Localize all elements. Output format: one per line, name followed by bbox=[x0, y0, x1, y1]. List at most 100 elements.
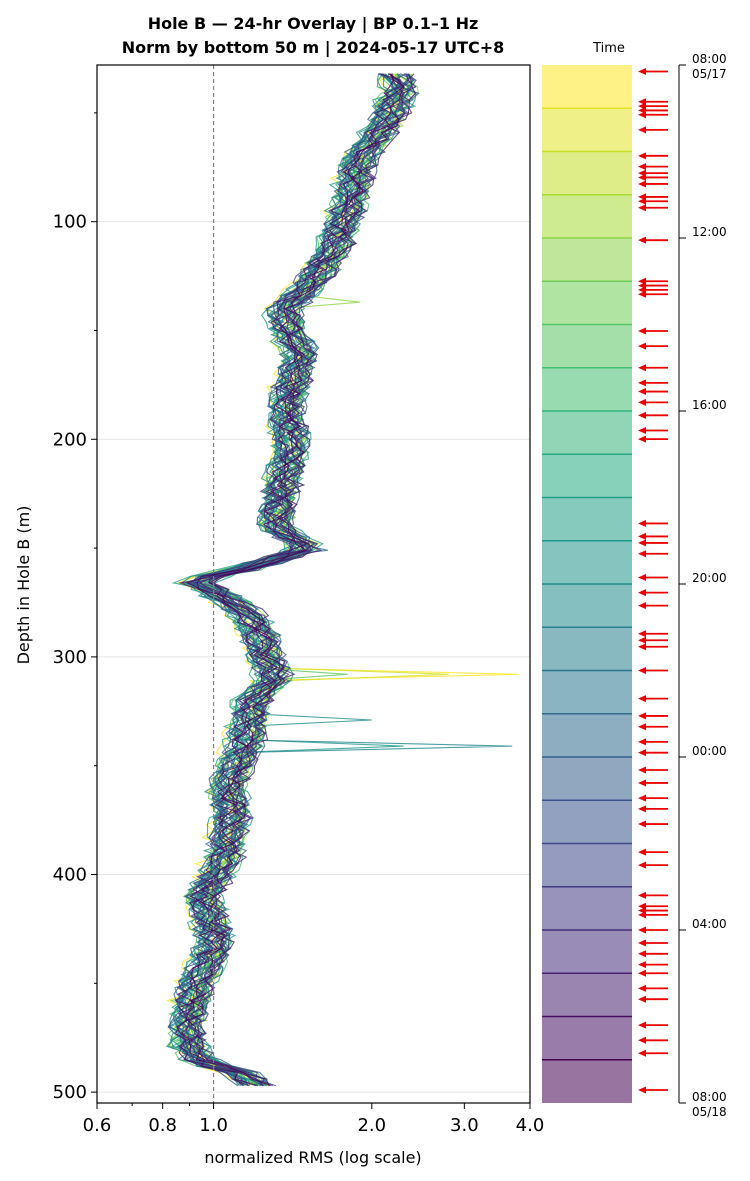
arrow-head bbox=[638, 426, 646, 434]
arrow-head bbox=[638, 1036, 646, 1044]
arrow-head bbox=[638, 805, 646, 813]
series-line bbox=[176, 73, 405, 1087]
arrow-head bbox=[638, 712, 646, 720]
colorbar-tick-label: 16:00 bbox=[692, 398, 727, 412]
arrow-head bbox=[638, 1049, 646, 1057]
chart-title-line2: Norm by bottom 50 m | 2024-05-17 UTC+8 bbox=[122, 38, 505, 58]
arrow-head bbox=[638, 163, 646, 171]
colorbar-band bbox=[542, 973, 632, 1017]
x-axis-label: normalized RMS (log scale) bbox=[204, 1148, 421, 1167]
arrow-head bbox=[638, 891, 646, 899]
colorbar-band bbox=[542, 65, 632, 109]
series-line bbox=[188, 73, 416, 1086]
arrow-head bbox=[638, 236, 646, 244]
arrow-head bbox=[638, 695, 646, 703]
colorbar-band bbox=[542, 584, 632, 628]
arrow-head bbox=[638, 197, 646, 205]
arrow-head bbox=[638, 643, 646, 651]
colorbar-tick-line: 12:00 bbox=[692, 225, 727, 239]
series-line bbox=[189, 73, 417, 1086]
colorbar-band bbox=[542, 670, 632, 714]
arrow-head bbox=[638, 723, 646, 731]
colorbar-tick-line: 05/17 bbox=[692, 67, 727, 81]
arrow-head bbox=[638, 180, 646, 188]
arrow-head bbox=[638, 342, 646, 350]
arrow-head bbox=[638, 602, 646, 610]
arrow-head bbox=[638, 848, 646, 856]
arrow-head bbox=[638, 738, 646, 746]
arrow-head bbox=[638, 766, 646, 774]
arrow-head bbox=[638, 173, 646, 181]
series-lines bbox=[165, 73, 519, 1087]
colorbar-axis: 08:00 05/1712:0016:0020:0000:0004:0008:00… bbox=[678, 52, 727, 1119]
colorbar-band bbox=[542, 497, 632, 541]
y-tick-label: 300 bbox=[53, 647, 87, 668]
arrow-head bbox=[638, 961, 646, 969]
colorbar-tick-line: 00:00 bbox=[692, 744, 727, 758]
colorbar-tick-label: 04:00 bbox=[692, 917, 727, 931]
arrow-head bbox=[638, 794, 646, 802]
arrow-head bbox=[638, 749, 646, 757]
y-tick-label: 200 bbox=[53, 429, 87, 450]
arrow-head bbox=[638, 532, 646, 540]
arrow-head bbox=[638, 630, 646, 638]
arrow-head bbox=[638, 364, 646, 372]
arrow-head bbox=[638, 820, 646, 828]
colorbar-tick-line: 08:00 bbox=[692, 1090, 727, 1104]
arrow-head bbox=[638, 779, 646, 787]
colorbar-band bbox=[542, 1016, 632, 1060]
colorbar-band bbox=[542, 930, 632, 974]
colorbar-band bbox=[542, 151, 632, 195]
x-tick-label: 0.6 bbox=[83, 1115, 112, 1136]
x-tick-label: 2.0 bbox=[357, 1115, 386, 1136]
colorbar-band bbox=[542, 324, 632, 368]
arrow-head bbox=[638, 435, 646, 443]
arrow-head bbox=[638, 984, 646, 992]
arrow-head bbox=[638, 327, 646, 335]
arrow-head bbox=[638, 379, 646, 387]
arrow-head bbox=[638, 152, 646, 160]
series-line bbox=[174, 73, 395, 1087]
arrow-head bbox=[638, 589, 646, 597]
x-tick-label: 1.0 bbox=[199, 1115, 228, 1136]
chart-title-line1: Hole B — 24-hr Overlay | BP 0.1–1 Hz bbox=[148, 14, 479, 34]
colorbar-tick-label: 08:00 05/18 bbox=[692, 1090, 727, 1119]
arrow-head bbox=[638, 126, 646, 134]
series-line bbox=[190, 73, 420, 1086]
x-tick-label: 3.0 bbox=[450, 1115, 479, 1136]
arrow-head bbox=[638, 939, 646, 947]
colorbar-band bbox=[542, 367, 632, 411]
arrow-head bbox=[638, 550, 646, 558]
colorbar-band bbox=[542, 194, 632, 238]
y-axis-label: Depth in Hole B (m) bbox=[14, 506, 33, 665]
arrow-head bbox=[638, 926, 646, 934]
arrow-head bbox=[638, 969, 646, 977]
colorbar-tick-label: 12:00 bbox=[692, 225, 727, 239]
arrow-head bbox=[638, 1021, 646, 1029]
x-axis-ticks: 0.6 0.8 1.0 2.0 3.0 4.0 bbox=[83, 1103, 544, 1136]
arrow-head bbox=[638, 111, 646, 119]
y-tick-label: 400 bbox=[53, 865, 87, 886]
colorbar-band bbox=[542, 108, 632, 152]
arrow-head bbox=[638, 861, 646, 869]
colorbar-tick-line: 04:00 bbox=[692, 917, 727, 931]
colorbar-tick-line: 05/18 bbox=[692, 1105, 727, 1119]
series-line bbox=[165, 73, 397, 1086]
arrow-head bbox=[638, 636, 646, 644]
arrow-head bbox=[638, 995, 646, 1003]
colorbar-band bbox=[542, 627, 632, 671]
colorbar-band bbox=[542, 713, 632, 757]
colorbar-tick-line: 08:00 bbox=[692, 52, 727, 66]
arrow-head bbox=[638, 388, 646, 396]
colorbar bbox=[542, 65, 632, 1103]
arrow-head bbox=[638, 67, 646, 75]
arrow-head bbox=[638, 1086, 646, 1094]
arrow-head bbox=[638, 519, 646, 527]
colorbar-band bbox=[542, 1059, 632, 1103]
colorbar-band bbox=[542, 238, 632, 282]
colorbar-tick-label: 08:00 05/17 bbox=[692, 52, 727, 81]
arrow-head bbox=[638, 911, 646, 919]
colorbar-tick-line: 20:00 bbox=[692, 571, 727, 585]
